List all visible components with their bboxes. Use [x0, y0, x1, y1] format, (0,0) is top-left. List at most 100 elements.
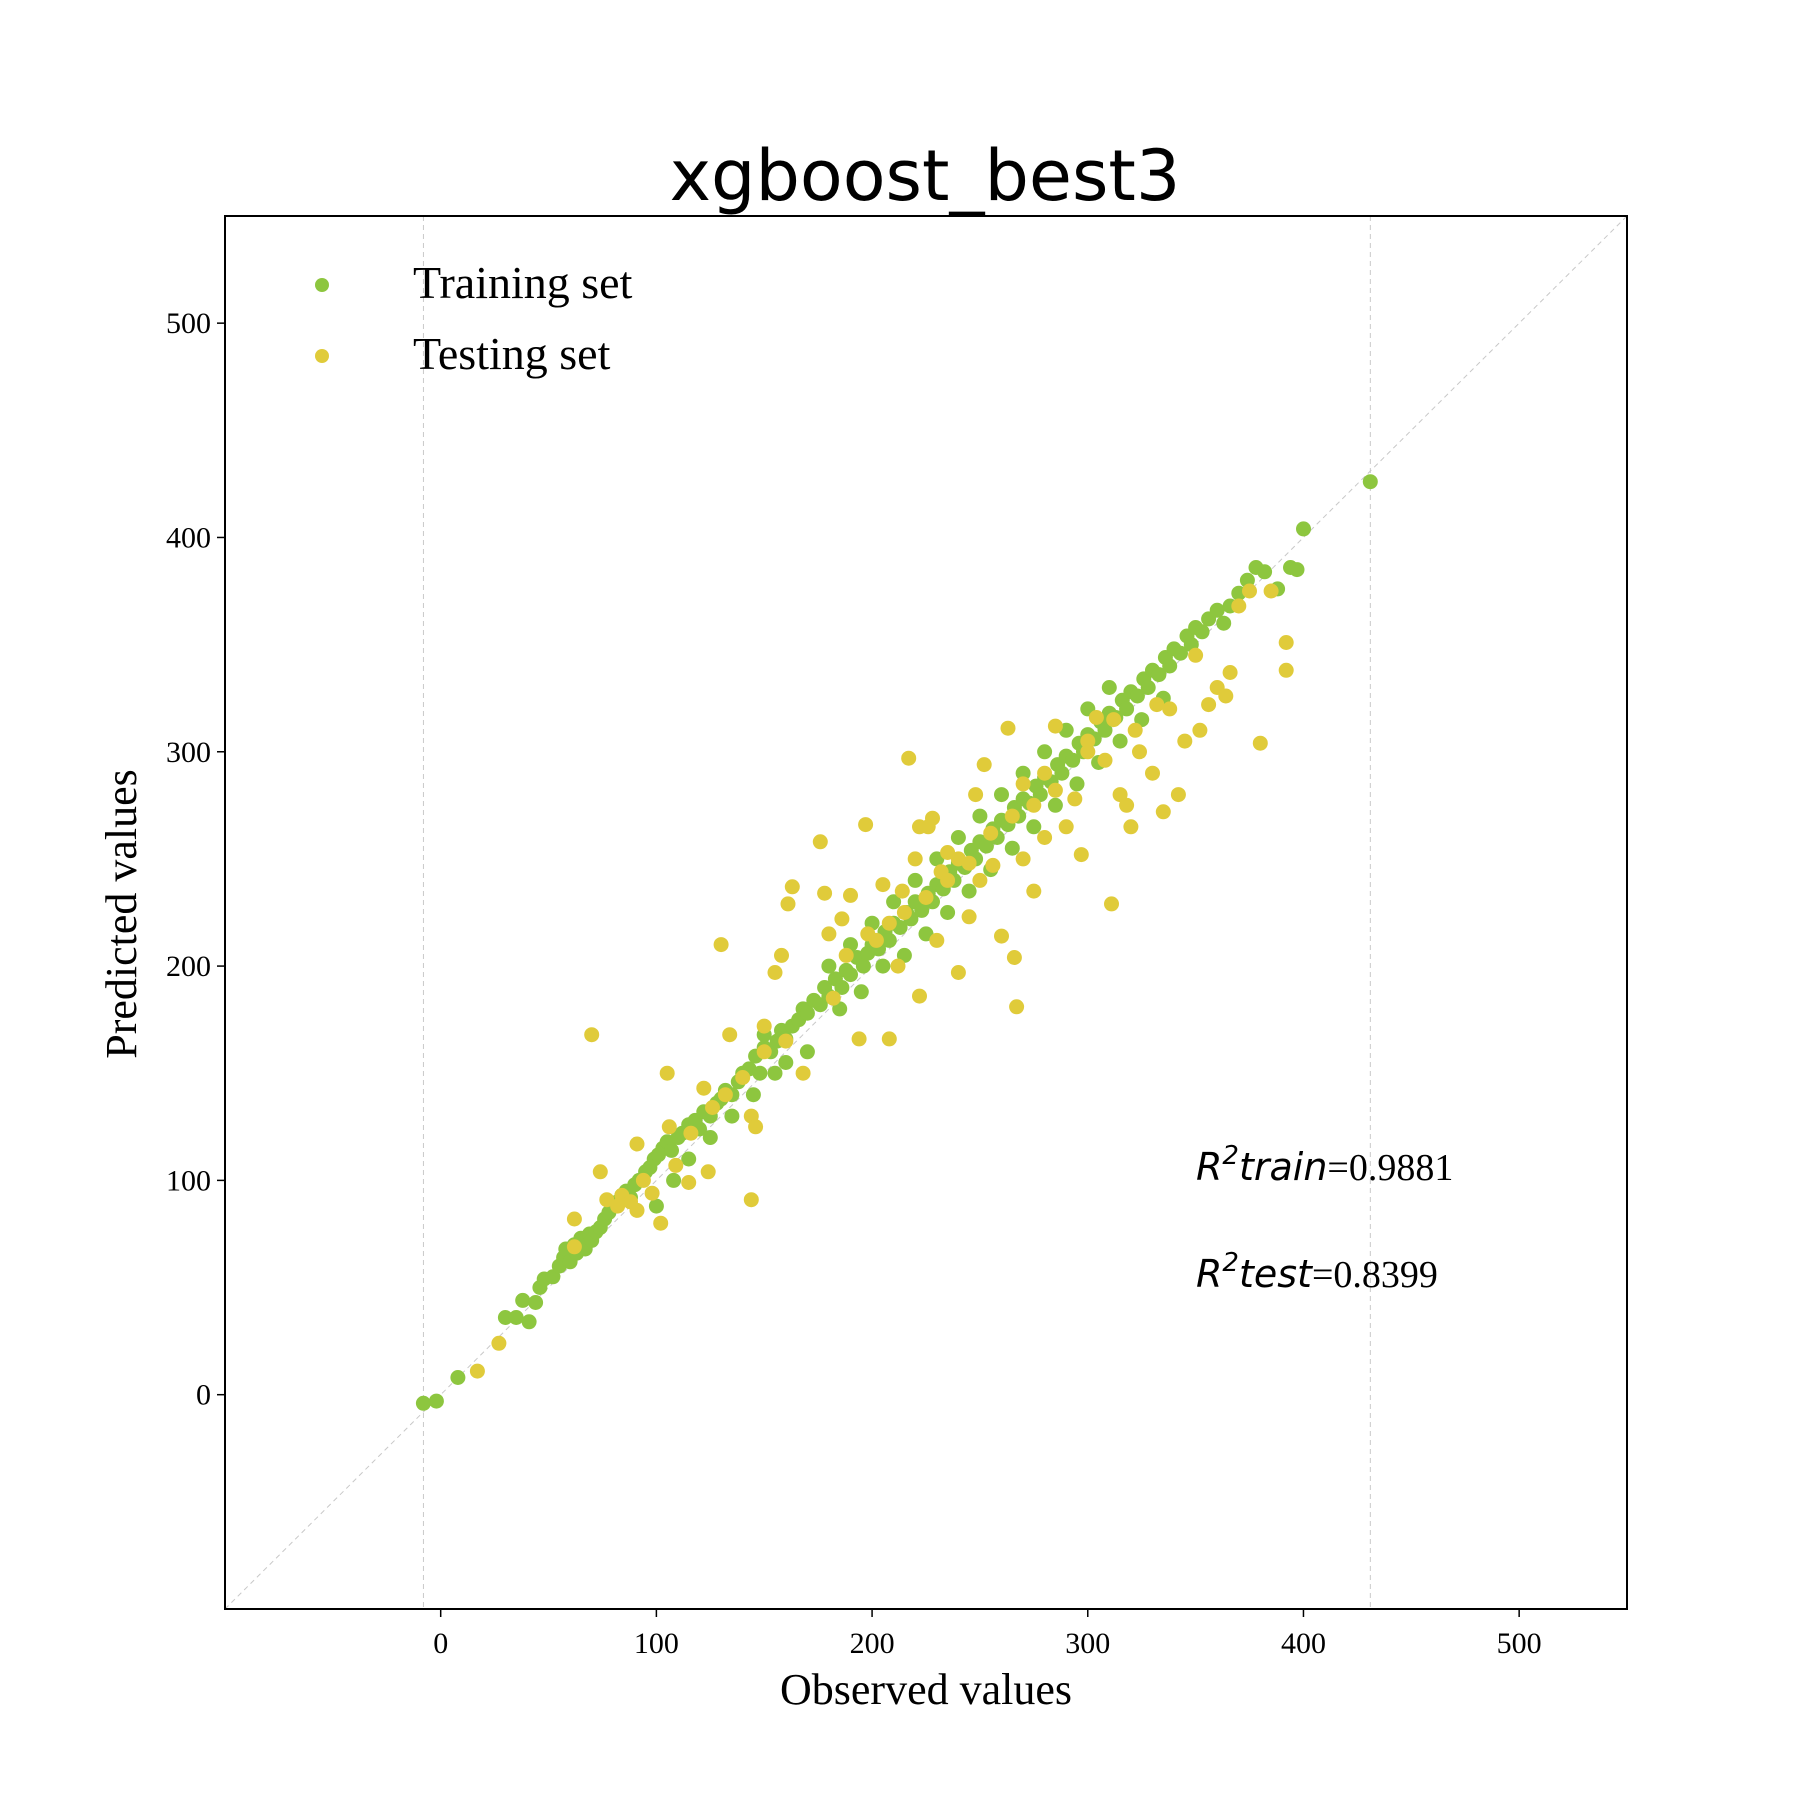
data-point — [875, 958, 891, 974]
data-point — [1127, 722, 1143, 738]
data-point — [1209, 602, 1225, 618]
data-point — [497, 1310, 513, 1325]
data-point — [724, 1108, 740, 1124]
legend-marker-testing — [315, 349, 329, 363]
data-point — [1151, 667, 1167, 683]
data-point — [778, 1055, 794, 1070]
data-point — [584, 1027, 600, 1043]
data-point — [799, 1044, 815, 1060]
data-point — [1289, 562, 1305, 578]
data-point — [1006, 950, 1022, 965]
data-point — [1112, 733, 1128, 749]
data-point — [1080, 744, 1096, 760]
data-point — [1067, 791, 1083, 807]
data-point — [918, 926, 934, 942]
data-point — [566, 1239, 582, 1255]
data-point — [1037, 830, 1053, 845]
data-point — [894, 883, 910, 899]
data-point — [940, 905, 956, 920]
data-point — [1192, 722, 1208, 738]
legend-label-testing: Testing set — [413, 328, 611, 379]
data-point — [661, 1119, 677, 1135]
x-tick-label: 400 — [1281, 1627, 1326, 1660]
data-point — [1088, 710, 1104, 725]
data-point — [851, 1031, 867, 1047]
data-point — [929, 851, 945, 867]
data-point — [1000, 720, 1016, 736]
data-point — [610, 1198, 626, 1214]
data-point — [491, 1335, 507, 1351]
data-point — [644, 1185, 660, 1201]
data-point — [1129, 688, 1145, 704]
data-point — [912, 988, 927, 1004]
legend-label-training: Training set — [413, 257, 633, 308]
data-point — [415, 1395, 431, 1411]
data-point — [907, 851, 923, 867]
data-point — [1073, 847, 1089, 863]
data-point — [1004, 808, 1020, 824]
data-point — [875, 877, 891, 893]
data-point — [623, 1194, 638, 1210]
data-point — [745, 1087, 761, 1103]
y-tick-label: 0 — [196, 1379, 211, 1412]
data-point — [743, 1192, 759, 1208]
data-point — [1047, 718, 1063, 734]
data-point — [778, 1033, 794, 1049]
data-point — [858, 817, 874, 833]
data-point — [599, 1192, 615, 1208]
data-point — [1140, 680, 1156, 695]
data-point — [683, 1125, 699, 1141]
data-point — [1065, 752, 1081, 768]
r2-train-value: =0.9881 — [1327, 1147, 1453, 1189]
data-point — [515, 1292, 531, 1308]
data-point — [1170, 787, 1186, 803]
axis-ticks: 0 100 200 300 400 500 0 100 200 300 400 500 — [166, 307, 1542, 1660]
plot-frame — [224, 215, 1628, 1610]
data-point — [428, 1393, 444, 1409]
data-point — [696, 1080, 712, 1096]
data-point — [972, 872, 988, 888]
data-point — [784, 879, 800, 895]
data-point — [528, 1295, 544, 1310]
data-point — [1069, 776, 1085, 792]
data-point — [799, 1005, 815, 1021]
data-point — [1263, 583, 1279, 599]
data-point — [976, 757, 992, 773]
data-point — [821, 958, 837, 974]
data-point — [1080, 733, 1096, 749]
data-point — [821, 926, 837, 942]
data-point — [1188, 647, 1204, 663]
data-point — [985, 857, 1001, 873]
data-point — [713, 937, 729, 953]
legend: Training set Testing set — [315, 257, 633, 379]
data-points — [415, 474, 1378, 1411]
data-point — [1278, 662, 1294, 678]
data-point — [767, 965, 783, 980]
data-point — [1054, 765, 1070, 781]
data-point — [1201, 697, 1217, 713]
series-testing — [469, 583, 1294, 1379]
data-point — [914, 902, 930, 918]
data-point — [648, 1198, 664, 1214]
data-point — [1097, 752, 1113, 768]
data-point — [717, 1087, 733, 1103]
data-point — [881, 932, 897, 948]
data-point — [868, 932, 884, 948]
r2-test-value: =0.8399 — [1312, 1254, 1438, 1296]
data-point — [994, 787, 1009, 803]
data-point — [881, 1031, 897, 1047]
data-point — [681, 1175, 697, 1190]
legend-marker-training — [315, 278, 329, 292]
data-point — [1242, 583, 1257, 599]
data-point — [1106, 712, 1122, 728]
x-tick-label: 300 — [1065, 1627, 1110, 1660]
data-point — [756, 1044, 772, 1060]
x-axis-label: Observed values — [780, 1665, 1072, 1714]
data-point — [1257, 564, 1273, 580]
data-point — [666, 1172, 682, 1188]
r2-train-sup: 2 — [1222, 1141, 1239, 1171]
r2-train-name: train — [1239, 1145, 1327, 1189]
y-tick-label: 200 — [166, 950, 211, 983]
data-point — [1194, 624, 1210, 640]
